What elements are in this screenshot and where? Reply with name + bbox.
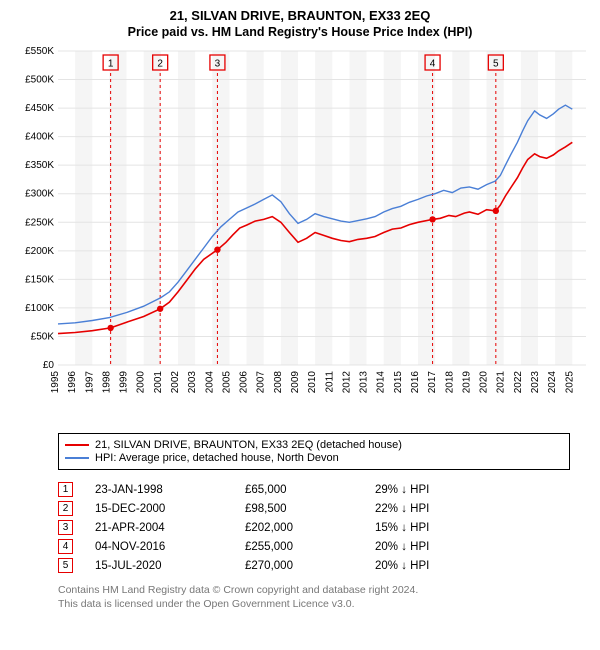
legend: 21, SILVAN DRIVE, BRAUNTON, EX33 2EQ (de…	[58, 433, 570, 470]
svg-text:2: 2	[157, 58, 163, 69]
sales-marker-number: 3	[58, 520, 73, 535]
svg-text:2022: 2022	[513, 371, 524, 394]
sales-date: 15-JUL-2020	[95, 560, 245, 572]
sales-date: 04-NOV-2016	[95, 541, 245, 553]
svg-text:£0: £0	[43, 360, 55, 371]
svg-text:2009: 2009	[290, 371, 301, 394]
legend-swatch	[65, 444, 89, 446]
sales-row: 4 04-NOV-2016£255,00020% ↓ HPI	[58, 539, 570, 554]
chart-title: 21, SILVAN DRIVE, BRAUNTON, EX33 2EQ	[10, 8, 590, 23]
legend-item: 21, SILVAN DRIVE, BRAUNTON, EX33 2EQ (de…	[65, 439, 563, 451]
sales-marker-number: 2	[58, 501, 73, 516]
legend-item: HPI: Average price, detached house, Nort…	[65, 452, 563, 464]
svg-text:2018: 2018	[444, 371, 455, 394]
svg-text:1: 1	[108, 58, 114, 69]
legend-swatch	[65, 457, 89, 459]
svg-text:£150K: £150K	[25, 274, 54, 285]
svg-text:2024: 2024	[547, 371, 558, 394]
svg-text:£450K: £450K	[25, 103, 54, 114]
sales-diff: 15% ↓ HPI	[375, 522, 495, 534]
sales-date: 15-DEC-2000	[95, 503, 245, 515]
svg-text:2016: 2016	[410, 371, 421, 394]
svg-text:1997: 1997	[84, 371, 95, 394]
svg-text:1996: 1996	[67, 371, 78, 394]
sales-diff: 20% ↓ HPI	[375, 541, 495, 553]
sales-price: £270,000	[245, 560, 375, 572]
legend-label: HPI: Average price, detached house, Nort…	[95, 452, 339, 464]
svg-text:£250K: £250K	[25, 217, 54, 228]
svg-text:3: 3	[215, 58, 221, 69]
sales-row: 5 15-JUL-2020£270,00020% ↓ HPI	[58, 558, 570, 573]
svg-text:2021: 2021	[496, 371, 507, 394]
svg-text:2007: 2007	[256, 371, 267, 394]
footer: Contains HM Land Registry data © Crown c…	[58, 583, 570, 611]
svg-text:2025: 2025	[564, 371, 575, 394]
sales-date: 23-JAN-1998	[95, 484, 245, 496]
svg-text:£500K: £500K	[25, 75, 54, 86]
svg-text:2013: 2013	[359, 371, 370, 394]
chart-svg: £0 £50K £100K £150K £200K £250K £300K £350K £400…	[10, 45, 590, 425]
sales-price: £65,000	[245, 484, 375, 496]
svg-text:2023: 2023	[530, 371, 541, 394]
svg-text:2008: 2008	[273, 371, 284, 394]
svg-text:£200K: £200K	[25, 246, 54, 257]
svg-text:£300K: £300K	[25, 189, 54, 200]
svg-text:£350K: £350K	[25, 160, 54, 171]
svg-text:1998: 1998	[101, 371, 112, 394]
svg-text:2006: 2006	[239, 371, 250, 394]
svg-text:£400K: £400K	[25, 132, 54, 143]
chart-area: £0 £50K £100K £150K £200K £250K £300K £350K £400…	[10, 45, 590, 425]
svg-text:2020: 2020	[479, 371, 490, 394]
sales-row: 2 15-DEC-2000£98,50022% ↓ HPI	[58, 501, 570, 516]
sales-row: 1 23-JAN-1998£65,00029% ↓ HPI	[58, 482, 570, 497]
svg-text:2019: 2019	[461, 371, 472, 394]
sales-marker-number: 4	[58, 539, 73, 554]
svg-text:2015: 2015	[393, 371, 404, 394]
footer-line1: Contains HM Land Registry data © Crown c…	[58, 583, 570, 597]
sales-marker-number: 5	[58, 558, 73, 573]
svg-text:2017: 2017	[427, 371, 438, 394]
svg-text:1999: 1999	[119, 371, 130, 394]
svg-text:2001: 2001	[153, 371, 164, 394]
svg-text:£100K: £100K	[25, 303, 54, 314]
svg-text:2010: 2010	[307, 371, 318, 394]
svg-text:2011: 2011	[324, 371, 335, 393]
svg-text:£50K: £50K	[31, 331, 55, 342]
sales-diff: 20% ↓ HPI	[375, 560, 495, 572]
sales-date: 21-APR-2004	[95, 522, 245, 534]
svg-text:2005: 2005	[221, 371, 232, 394]
sales-diff: 22% ↓ HPI	[375, 503, 495, 515]
svg-text:2012: 2012	[341, 371, 352, 394]
chart-subtitle: Price paid vs. HM Land Registry's House …	[10, 25, 590, 39]
sales-diff: 29% ↓ HPI	[375, 484, 495, 496]
sales-row: 3 21-APR-2004£202,00015% ↓ HPI	[58, 520, 570, 535]
legend-label: 21, SILVAN DRIVE, BRAUNTON, EX33 2EQ (de…	[95, 439, 402, 451]
svg-text:5: 5	[493, 58, 499, 69]
sales-price: £202,000	[245, 522, 375, 534]
sales-price: £98,500	[245, 503, 375, 515]
svg-text:4: 4	[430, 58, 436, 69]
svg-text:2004: 2004	[204, 371, 215, 394]
svg-text:2003: 2003	[187, 371, 198, 394]
svg-text:2002: 2002	[170, 371, 181, 394]
svg-text:£550K: £550K	[25, 46, 54, 57]
svg-text:2014: 2014	[376, 371, 387, 394]
svg-text:1995: 1995	[50, 371, 61, 394]
sales-price: £255,000	[245, 541, 375, 553]
sales-table: 1 23-JAN-1998£65,00029% ↓ HPI 2 15-DEC-2000…	[58, 478, 570, 577]
sales-marker-number: 1	[58, 482, 73, 497]
svg-text:2000: 2000	[136, 371, 147, 394]
footer-line2: This data is licensed under the Open Gov…	[58, 597, 570, 611]
